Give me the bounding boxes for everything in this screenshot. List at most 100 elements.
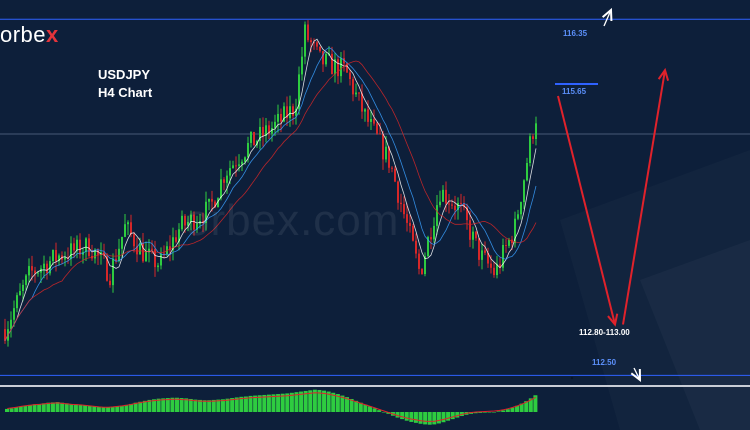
- histogram-bar: [363, 404, 368, 412]
- candle-body: [346, 63, 348, 73]
- candle-body: [181, 215, 183, 230]
- histogram-bar: [101, 407, 106, 412]
- histogram-bar: [482, 412, 487, 413]
- histogram-bar: [418, 412, 423, 424]
- candle-body: [343, 58, 345, 64]
- histogram-bar: [404, 412, 409, 421]
- histogram-bar: [409, 412, 414, 422]
- candle-body: [43, 263, 45, 269]
- histogram-bar: [73, 404, 78, 412]
- histogram-bar: [395, 412, 400, 418]
- candle-body: [184, 215, 186, 226]
- candle-body: [385, 146, 387, 160]
- candle-body: [133, 234, 135, 247]
- candle-body: [457, 202, 459, 210]
- candle-body: [187, 221, 189, 226]
- candle-body: [361, 93, 363, 112]
- candle-body: [313, 42, 315, 44]
- candle-body: [451, 204, 453, 206]
- candle-body: [406, 214, 408, 223]
- histogram-bar: [184, 398, 189, 412]
- histogram-bar: [280, 393, 285, 412]
- candle-body: [55, 249, 57, 262]
- candle-body: [79, 239, 81, 255]
- histogram-bar: [50, 402, 55, 412]
- histogram-bar: [124, 404, 129, 412]
- candle-body: [205, 201, 207, 224]
- timeframe-label: H4 Chart: [98, 85, 153, 100]
- candle-body: [85, 238, 87, 252]
- candle-body: [418, 253, 420, 269]
- candle-body: [253, 131, 255, 146]
- histogram-bar: [147, 399, 152, 412]
- candle-body: [34, 270, 36, 274]
- candle-body: [358, 92, 360, 94]
- candle-body: [130, 222, 132, 235]
- candle-body: [295, 108, 297, 116]
- candle-body: [220, 179, 222, 199]
- histogram-bar: [432, 412, 437, 425]
- histogram-bar: [299, 391, 304, 412]
- candle-body: [88, 238, 90, 256]
- level-label-top: 116.35: [563, 29, 588, 38]
- candle-body: [235, 165, 237, 167]
- candle-body: [316, 42, 318, 47]
- forecast-arrow-up: [622, 69, 666, 325]
- candle-body: [22, 284, 24, 292]
- histogram-bar: [37, 403, 42, 412]
- candle-body: [274, 121, 276, 128]
- candle-body: [217, 198, 219, 208]
- histogram-bar: [372, 408, 377, 412]
- histogram-bar: [492, 412, 497, 413]
- histogram-bar: [326, 391, 331, 412]
- candle-body: [238, 164, 240, 166]
- candle-body: [13, 308, 15, 320]
- candle-body: [286, 106, 288, 119]
- candle-body: [277, 113, 279, 122]
- candle-body: [106, 255, 108, 281]
- histogram-bar: [276, 394, 281, 412]
- breakdown-arrowhead-down: [630, 368, 642, 383]
- histogram-bar: [285, 393, 290, 412]
- candle-body: [301, 56, 303, 75]
- histogram-bar: [129, 403, 134, 412]
- histogram-bar: [413, 412, 418, 423]
- candle-body: [178, 229, 180, 242]
- candle-body: [319, 46, 321, 52]
- candle-body: [469, 220, 471, 240]
- target-zone-label: 112.80-113.00: [579, 328, 630, 337]
- histogram-bar: [455, 412, 460, 418]
- candle-body: [100, 252, 102, 255]
- candle-body: [196, 223, 198, 230]
- histogram-bar: [55, 402, 60, 412]
- histogram-bar: [119, 405, 124, 412]
- histogram-bar: [14, 407, 19, 412]
- candle-body: [109, 280, 111, 286]
- histogram-bar: [225, 398, 230, 412]
- candle-body: [19, 291, 21, 296]
- candle-body: [46, 263, 48, 274]
- candle-body: [163, 253, 165, 255]
- candle-body: [496, 264, 498, 276]
- histogram-bar: [27, 404, 32, 412]
- candle-body: [121, 236, 123, 249]
- histogram-bar: [78, 404, 83, 412]
- candle-body: [289, 106, 291, 119]
- histogram-bar: [5, 408, 9, 412]
- moving-average-slow: [4, 60, 537, 341]
- histogram-bar: [524, 401, 529, 412]
- candle-body: [499, 264, 501, 268]
- histogram-bar: [358, 402, 363, 412]
- candle-body: [409, 222, 411, 226]
- histogram-bar: [400, 412, 405, 420]
- histogram-bar: [142, 400, 147, 412]
- histogram-bar: [533, 395, 538, 412]
- level-lines: [0, 18, 750, 387]
- candle-body: [388, 146, 390, 168]
- candle-body: [136, 246, 138, 255]
- histogram-bar: [367, 406, 372, 412]
- candle-body: [448, 203, 450, 205]
- histogram-bar: [152, 399, 157, 412]
- candle-body: [241, 161, 243, 165]
